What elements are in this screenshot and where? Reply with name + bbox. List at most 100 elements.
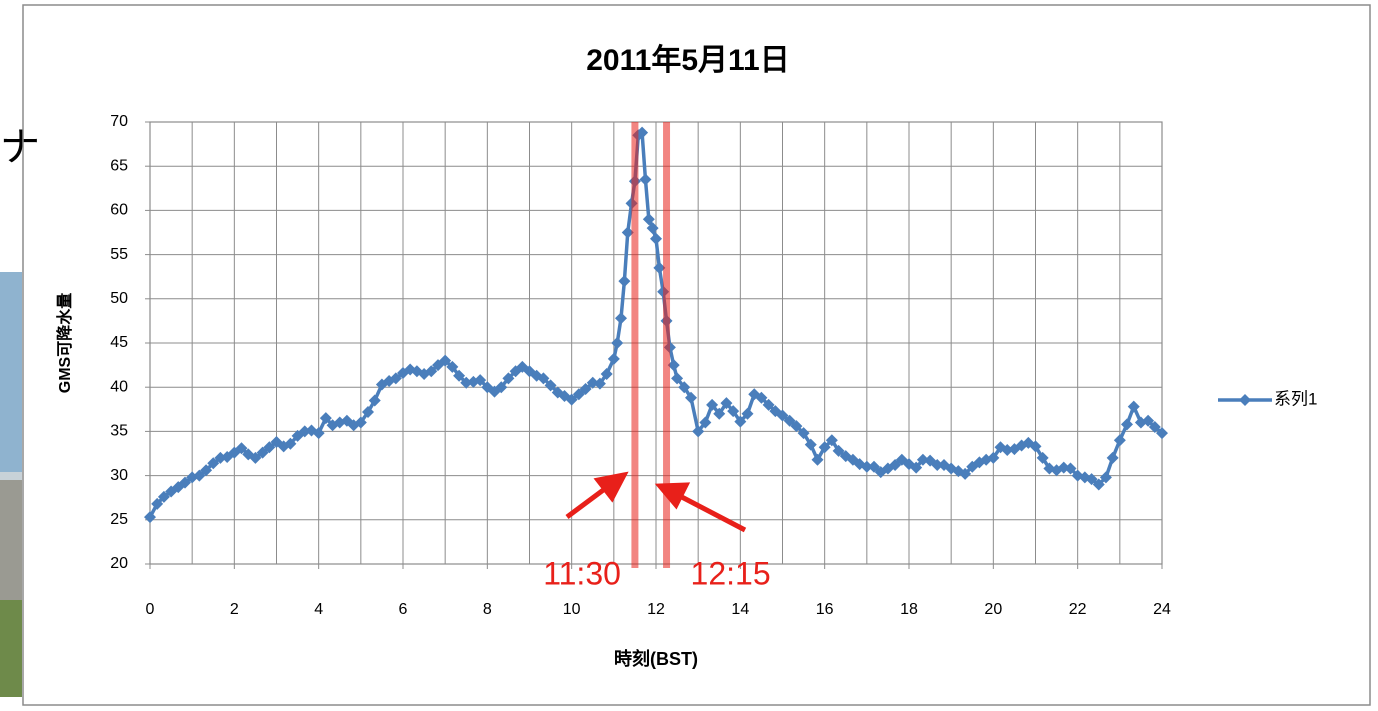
data-point — [889, 458, 902, 471]
data-point — [1085, 473, 1098, 486]
data-point — [832, 444, 845, 457]
data-point — [502, 372, 515, 385]
data-point — [755, 391, 768, 404]
data-point — [776, 409, 789, 422]
data-point — [193, 469, 206, 482]
x-tick-label: 16 — [816, 601, 834, 618]
data-point — [439, 354, 452, 367]
data-point — [741, 407, 754, 420]
x-tick-label: 18 — [900, 601, 918, 618]
x-tick-label: 10 — [563, 601, 581, 618]
x-tick-label: 0 — [146, 601, 155, 618]
y-tick-label: 35 — [110, 423, 128, 440]
y-tick-label: 45 — [110, 334, 128, 351]
data-point — [916, 453, 929, 466]
data-point — [565, 393, 578, 406]
data-point — [579, 382, 592, 395]
data-point — [642, 213, 655, 226]
data-point — [607, 352, 620, 365]
data-point — [312, 427, 325, 440]
data-point — [460, 376, 473, 389]
data-point — [453, 369, 466, 382]
data-point — [692, 425, 705, 438]
data-point — [249, 451, 262, 464]
y-tick-label: 20 — [110, 555, 128, 572]
slide-text: ナ — [0, 126, 40, 170]
data-point — [157, 490, 170, 503]
data-point — [860, 460, 873, 473]
data-point — [762, 398, 775, 411]
data-point — [425, 365, 438, 378]
data-point — [790, 420, 803, 433]
data-point — [1113, 434, 1126, 447]
data-point — [783, 414, 796, 427]
data-point — [804, 438, 817, 451]
data-point — [653, 261, 666, 274]
data-point — [284, 437, 297, 450]
x-tick-label: 24 — [1153, 601, 1171, 618]
y-tick-label: 30 — [110, 467, 128, 484]
data-point — [1029, 440, 1042, 453]
data-point — [1121, 418, 1134, 431]
data-point — [263, 441, 276, 454]
data-point — [713, 407, 726, 420]
x-tick-label: 6 — [399, 601, 408, 618]
legend-label: 系列1 — [1274, 389, 1317, 408]
data-point — [818, 441, 831, 454]
x-tick-label: 12 — [647, 601, 665, 618]
data-point — [1106, 451, 1119, 464]
data-point — [178, 476, 191, 489]
data-point — [207, 457, 220, 470]
y-tick-label: 50 — [110, 290, 128, 307]
data-point — [1099, 471, 1112, 484]
data-point — [1142, 414, 1155, 427]
data-point — [618, 275, 631, 288]
data-point — [727, 405, 740, 418]
data-point — [868, 460, 881, 473]
x-tick-label: 20 — [984, 601, 1002, 618]
data-point — [1156, 427, 1168, 440]
x-tick-label: 4 — [314, 601, 323, 618]
data-point — [1127, 400, 1140, 413]
data-point — [1001, 443, 1014, 456]
x-tick-label: 8 — [483, 601, 492, 618]
data-point — [151, 497, 164, 510]
data-point — [678, 381, 691, 394]
y-axis-label: GMS可降水量 — [55, 293, 74, 393]
y-tick-label: 55 — [110, 246, 128, 263]
x-tick-label: 22 — [1069, 601, 1087, 618]
data-point — [615, 312, 628, 325]
data-point — [1036, 451, 1049, 464]
data-point — [593, 377, 606, 390]
data-point — [368, 394, 381, 407]
data-point — [144, 511, 156, 524]
y-tick-label: 40 — [110, 378, 128, 395]
data-point — [910, 461, 923, 474]
arrows — [565, 471, 747, 533]
chart-title: 2011年5月11日 — [586, 44, 789, 77]
data-point — [699, 416, 712, 429]
data-point — [636, 126, 649, 139]
y-tick-label: 65 — [110, 157, 128, 174]
y-tick-label: 70 — [110, 113, 128, 130]
data-point — [389, 372, 402, 385]
data-point — [706, 398, 719, 411]
data-point — [600, 367, 613, 380]
data-point — [734, 415, 747, 428]
data-point — [1064, 462, 1077, 475]
data-point — [684, 391, 697, 404]
legend-marker — [1239, 394, 1251, 406]
data-point — [586, 376, 599, 389]
plot-border — [149, 121, 1163, 565]
data-point — [572, 388, 585, 401]
data-point — [446, 360, 459, 373]
data-point — [825, 434, 838, 447]
data-point — [354, 416, 367, 429]
data-point — [650, 232, 662, 245]
data-point — [544, 379, 557, 392]
data-point — [319, 412, 332, 425]
data-point — [537, 372, 550, 385]
